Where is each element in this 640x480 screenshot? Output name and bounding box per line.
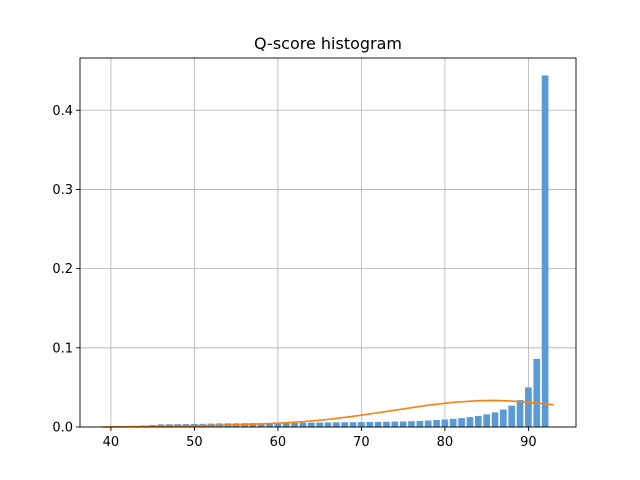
bar <box>266 422 273 427</box>
bar <box>291 422 298 427</box>
bar <box>516 400 524 427</box>
bar <box>408 421 415 427</box>
bar <box>399 421 407 427</box>
bar <box>474 415 482 427</box>
bar <box>282 422 290 427</box>
bar <box>299 422 307 427</box>
x-tick-label: 60 <box>270 435 287 450</box>
x-tick-label: 90 <box>520 435 537 450</box>
axes-frame <box>79 57 577 428</box>
bar <box>333 422 340 427</box>
x-tick-label: 80 <box>437 435 454 450</box>
bar <box>324 422 332 427</box>
y-tick-label: 0.1 <box>52 341 73 356</box>
bar <box>483 414 490 427</box>
bar <box>358 422 365 427</box>
y-tick-label: 0.2 <box>52 262 73 277</box>
bar <box>533 358 541 427</box>
bar <box>449 418 457 427</box>
chart-title: Q-score histogram <box>254 34 402 53</box>
bar <box>441 419 449 427</box>
x-tick-label: 70 <box>353 435 370 450</box>
ticks-layer: 40 50 60 70 80 90 0.0 0.1 0.2 0.3 0.4 <box>52 104 536 450</box>
bar <box>391 421 399 427</box>
bar <box>316 422 323 427</box>
bar <box>249 423 257 427</box>
bar <box>500 409 507 427</box>
bar <box>349 422 357 427</box>
bar <box>424 420 432 427</box>
bar <box>307 422 315 427</box>
bar <box>366 422 374 427</box>
x-tick-label: 50 <box>186 435 203 450</box>
bar <box>416 420 424 427</box>
bar <box>374 421 382 427</box>
bar <box>257 423 265 427</box>
line-layer <box>102 399 554 428</box>
bar <box>525 387 532 427</box>
x-tick-label: 40 <box>103 435 120 450</box>
grid-layer <box>80 58 576 428</box>
y-tick-label: 0.3 <box>52 183 73 198</box>
bar <box>491 412 499 427</box>
bars-layer <box>99 75 549 428</box>
bar <box>541 75 549 428</box>
bar <box>341 422 349 427</box>
bar <box>458 418 465 427</box>
bar <box>466 417 474 427</box>
bar <box>383 421 390 427</box>
density-curve <box>102 399 554 428</box>
y-tick-label: 0.4 <box>52 104 73 119</box>
axes-layer <box>79 57 577 428</box>
y-tick-label: 0.0 <box>52 421 73 436</box>
bar <box>274 422 282 427</box>
bar <box>433 420 440 427</box>
bar <box>508 405 516 427</box>
